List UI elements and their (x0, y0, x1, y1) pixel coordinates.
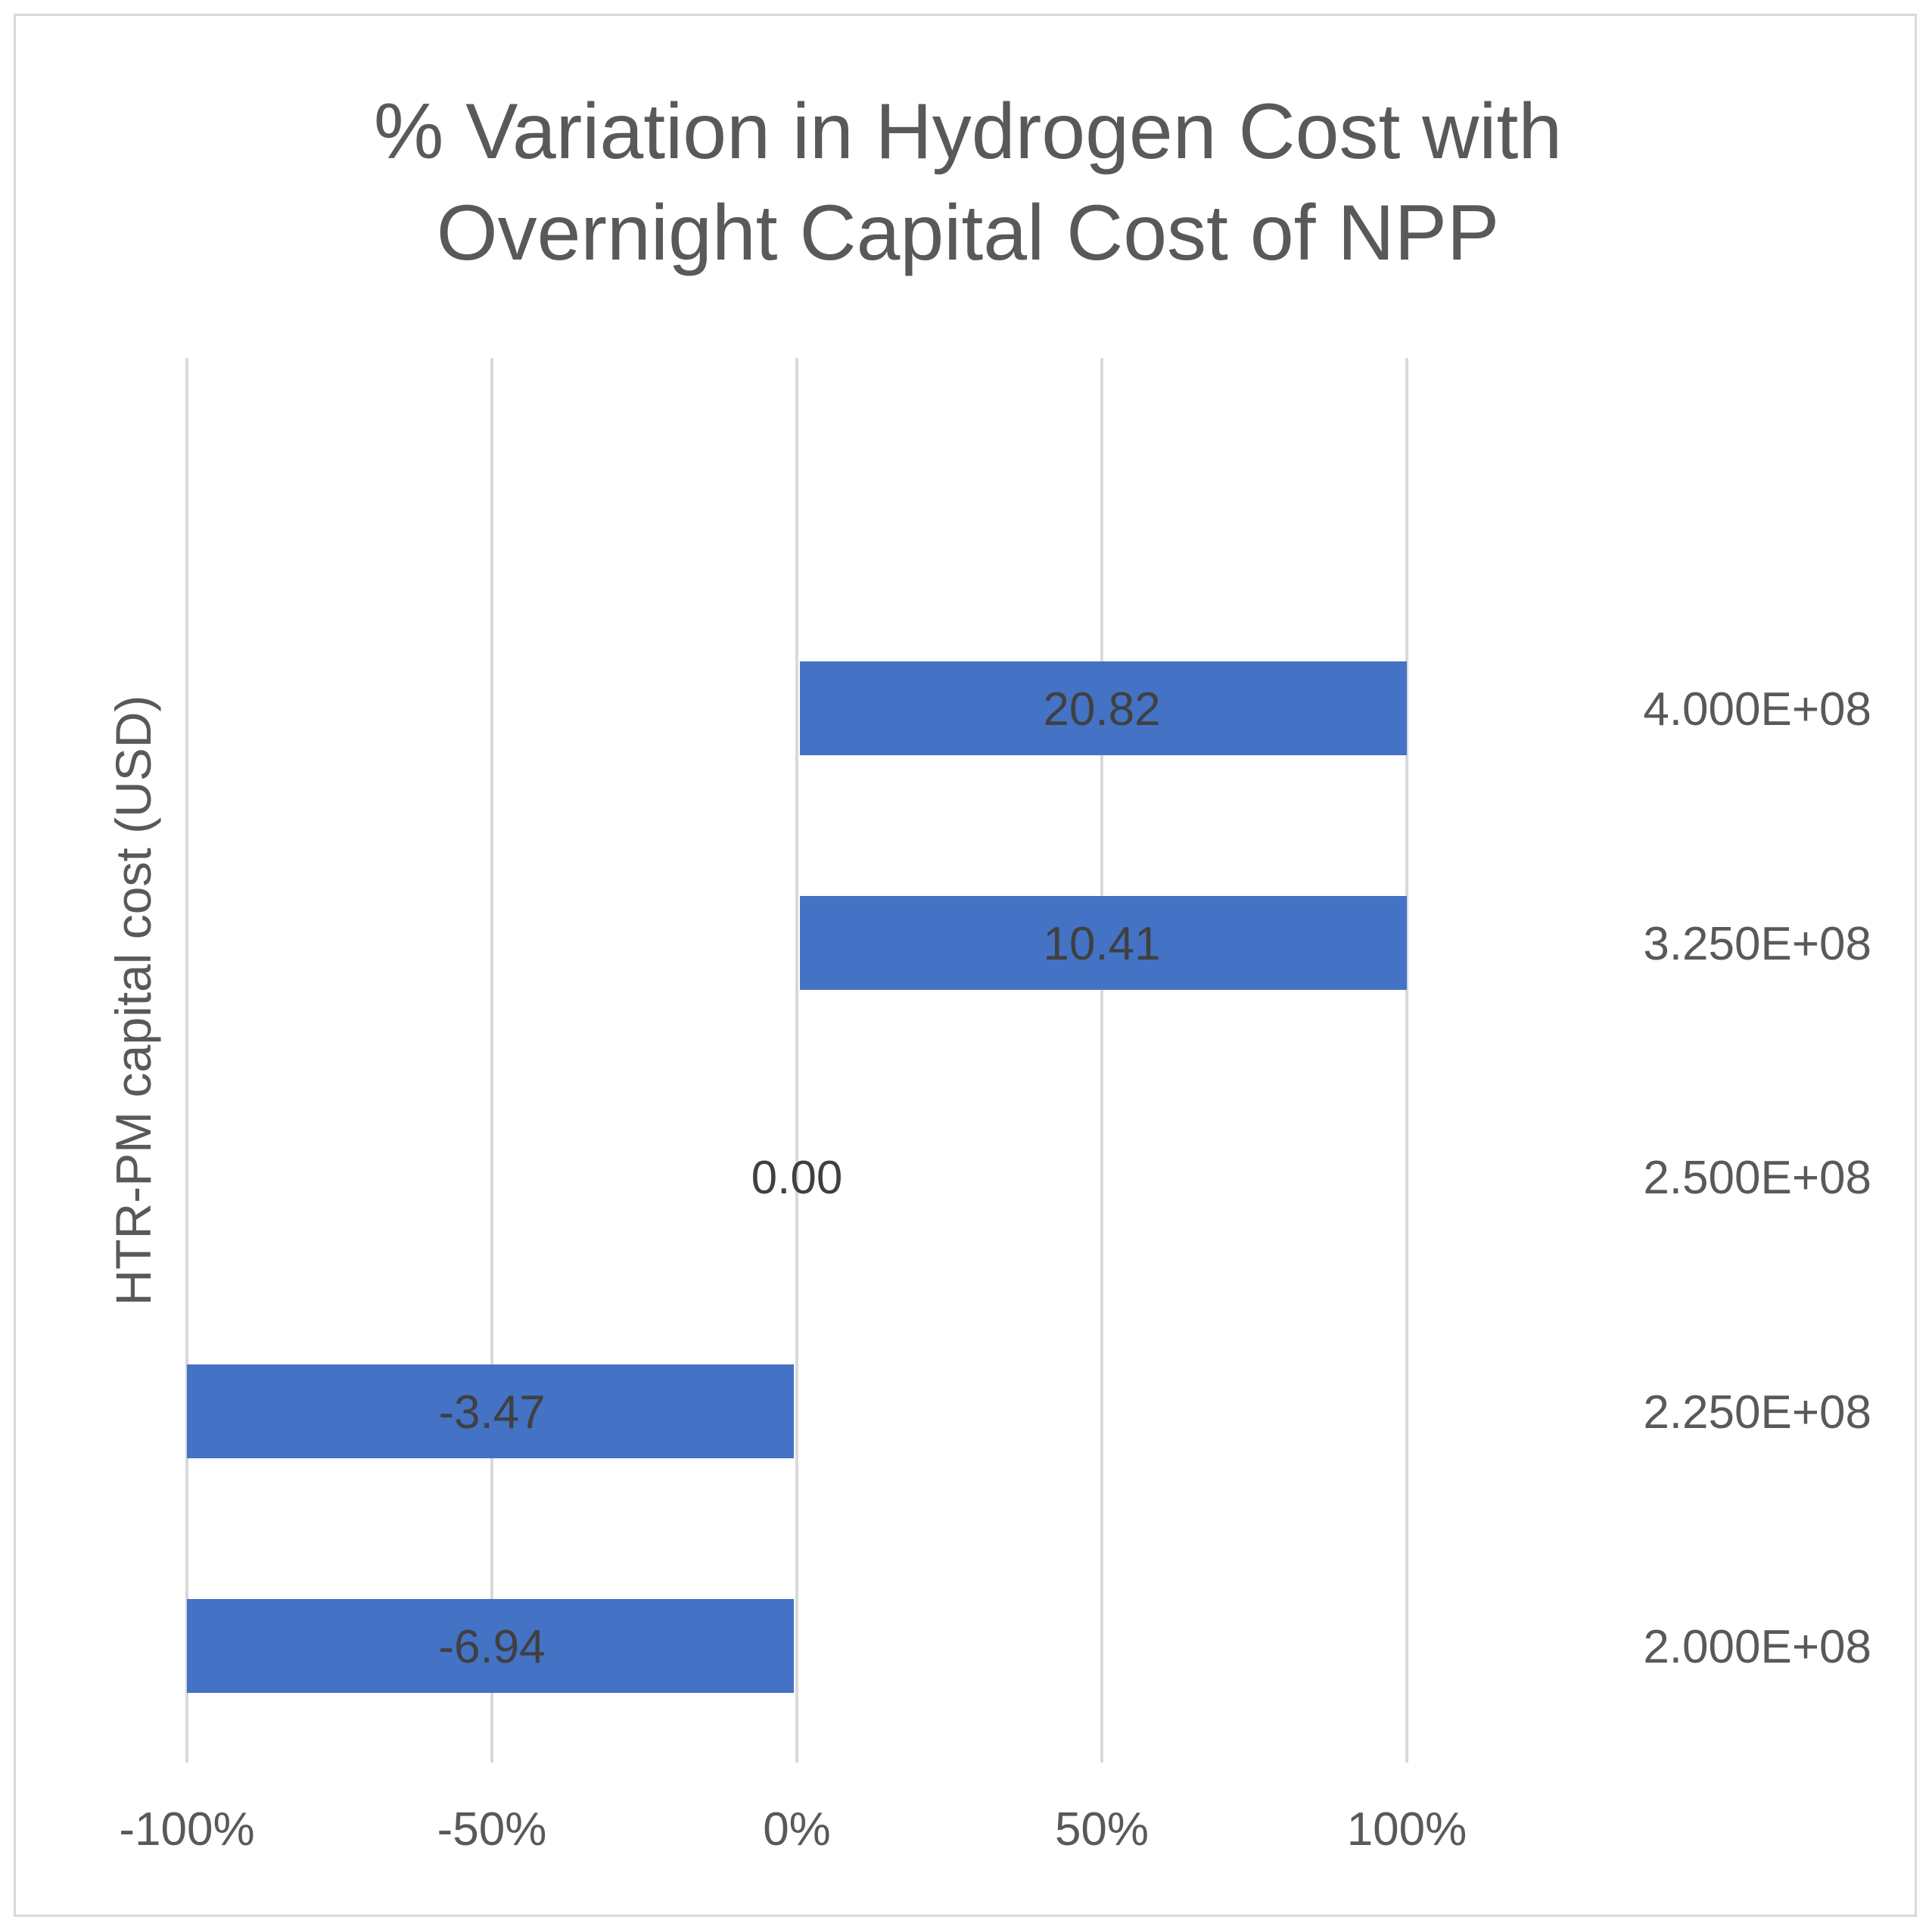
x-tick-label: 0% (763, 1803, 831, 1856)
bar-data-label: -6.94 (438, 1621, 545, 1673)
category-label: 2.000E+08 (1643, 1621, 1871, 1673)
chart-title-line-2: Overnight Capital Cost of NPP (437, 189, 1500, 277)
bar-data-label: 0.00 (751, 1152, 843, 1204)
bar (800, 896, 1407, 990)
bar (187, 1599, 794, 1693)
y-axis-label: HTR-PM capital cost (USD) (105, 695, 161, 1306)
bar-data-label: 20.82 (1043, 683, 1160, 736)
x-tick-label: -50% (437, 1803, 547, 1856)
chart-title-line-1: % Variation in Hydrogen Cost with (374, 88, 1562, 176)
chart-frame: 20.82 10.41 0.00 -3.47 -6.94 % Variation in … (14, 14, 1917, 1917)
x-tick-label: 100% (1347, 1803, 1467, 1856)
x-tick-label: -100% (119, 1803, 254, 1856)
category-label: 2.250E+08 (1643, 1386, 1871, 1439)
chart-canvas: 20.82 10.41 0.00 -3.47 -6.94 % Variation in … (105, 88, 1871, 1856)
bar-data-label: 10.41 (1043, 918, 1160, 970)
data-labels: 20.82 10.41 0.00 -3.47 -6.94 (438, 683, 1160, 1673)
bar-data-label: -3.47 (438, 1386, 545, 1439)
x-axis-ticks: -100% -50% 0% 50% 100% (119, 1803, 1467, 1856)
x-tick-label: 50% (1055, 1803, 1149, 1856)
gridlines (185, 358, 1408, 1762)
bar (187, 1364, 794, 1458)
category-label: 4.000E+08 (1643, 683, 1871, 736)
bars (187, 661, 1407, 1693)
category-labels: 4.000E+08 3.250E+08 2.500E+08 2.250E+08 2.00… (1643, 683, 1871, 1673)
category-label: 3.250E+08 (1643, 918, 1871, 970)
bar (800, 661, 1407, 755)
category-label: 2.500E+08 (1643, 1152, 1871, 1204)
chart-title: % Variation in Hydrogen Cost with Overni… (374, 88, 1562, 277)
